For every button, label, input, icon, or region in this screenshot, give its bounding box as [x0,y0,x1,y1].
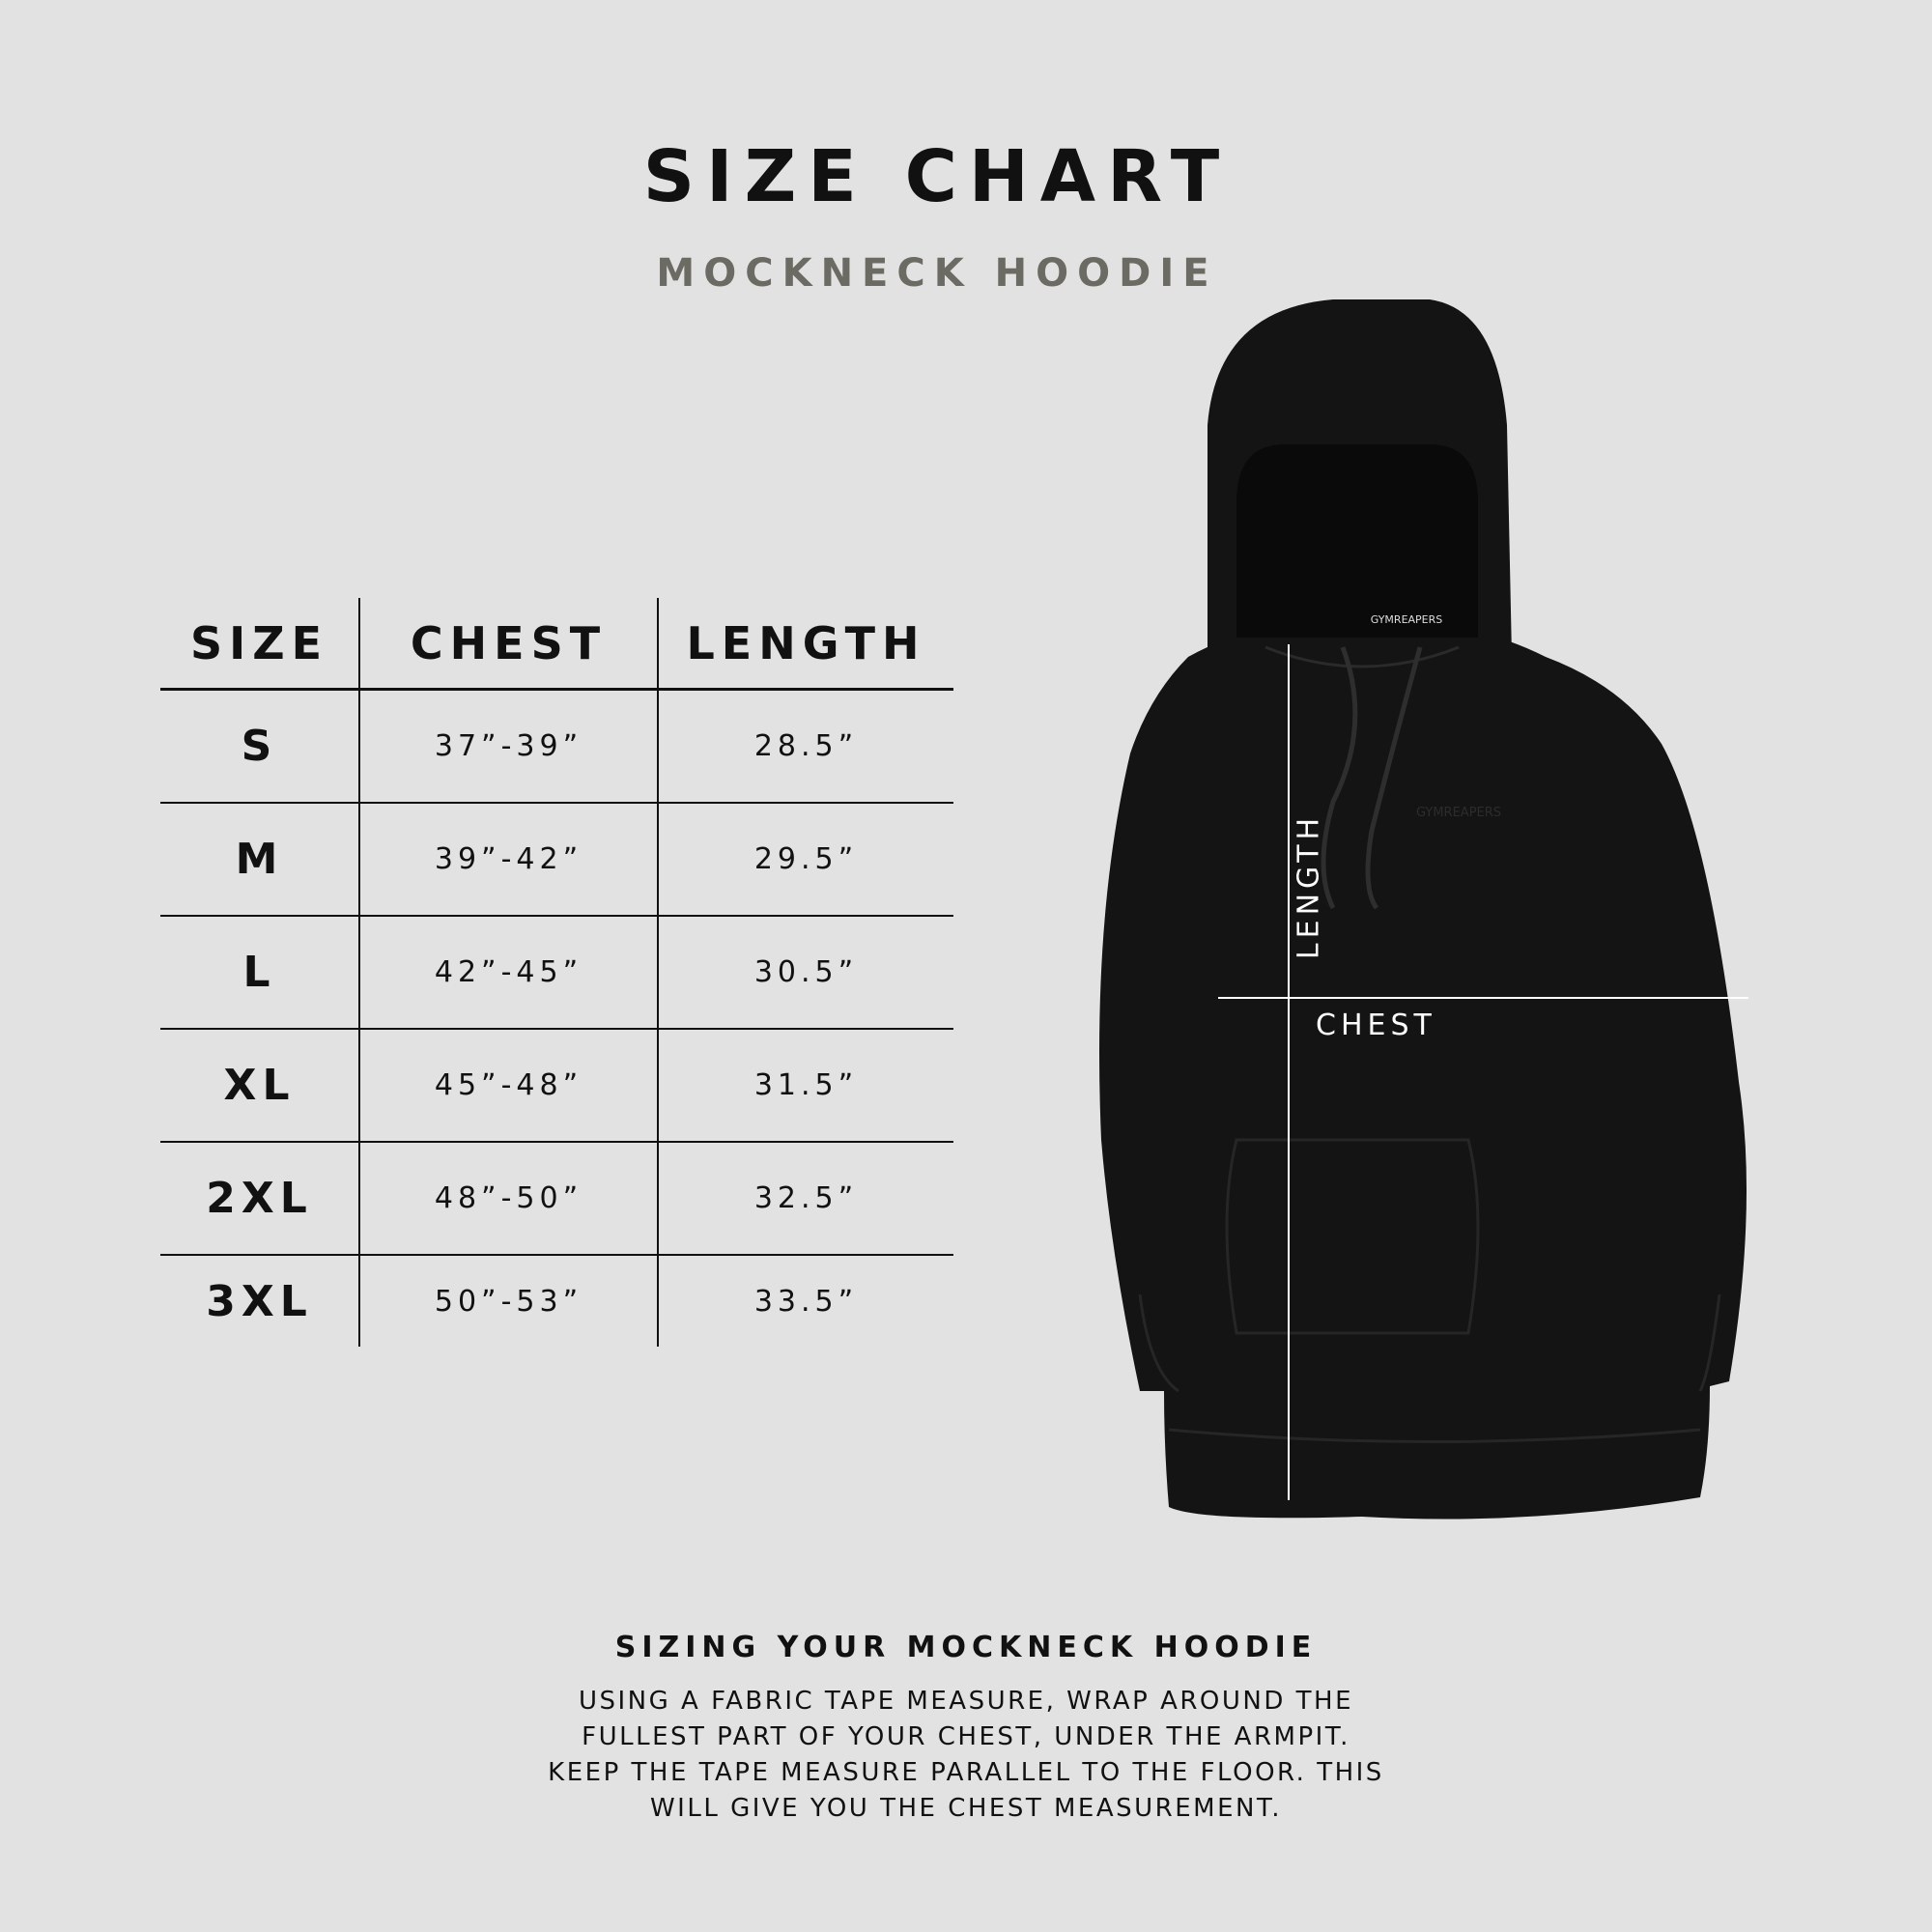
instructions-text: USING A FABRIC TAPE MEASURE, WRAP AROUND… [435,1684,1497,1827]
column-header-chest: CHEST [358,598,658,691]
table-row: XL 45”-48” 31.5” [160,1029,953,1143]
size-cell: S [160,689,359,804]
column-header-size: SIZE [160,598,359,691]
size-cell: M [160,803,359,917]
chest-cell: 50”-53” [358,1255,658,1347]
table-row: L 42”-45” 30.5” [160,916,953,1030]
length-cell: 28.5” [657,689,953,804]
length-cell: 30.5” [657,916,953,1030]
brand-print: GYMREAPERS [1416,806,1501,820]
page-title: SIZE CHART [642,135,1232,218]
length-cell: 29.5” [657,803,953,917]
chest-label: CHEST [1316,1009,1436,1042]
size-cell: XL [160,1029,359,1143]
size-cell: L [160,916,359,1030]
column-header-length: LENGTH [657,598,953,691]
length-label: LENGTH [1292,812,1326,960]
neck-label: GYMREAPERS [1371,613,1443,626]
size-table: SIZE CHEST LENGTH S 37”-39” 28.5” M 39”-42” 2… [160,598,953,1347]
hoodie-image: GYMREAPERS GYMREAPERS [1099,299,1748,1520]
length-cell: 33.5” [657,1255,953,1347]
instructions-line: KEEP THE TAPE MEASURE PARALLEL TO THE FL… [548,1758,1384,1787]
instructions-line: USING A FABRIC TAPE MEASURE, WRAP AROUND… [578,1687,1354,1716]
table-row: 3XL 50”-53” 33.5” [160,1255,953,1347]
instructions-line: WILL GIVE YOU THE CHEST MEASUREMENT. [649,1794,1283,1823]
chest-cell: 42”-45” [358,916,658,1030]
size-cell: 3XL [206,1276,313,1326]
chest-cell: 37”-39” [358,689,658,804]
chest-cell: 48”-50” [358,1142,658,1256]
product-subtitle: MOCKNECK HOODIE [656,251,1218,296]
instructions-line: FULLEST PART OF YOUR CHEST, UNDER THE AR… [582,1722,1350,1751]
chest-cell: 45”-48” [358,1029,658,1143]
length-cell: 31.5” [657,1029,953,1143]
length-cell: 32.5” [657,1142,953,1256]
table-row: M 39”-42” 29.5” [160,803,953,917]
instructions-heading: SIZING YOUR MOCKNECK HOODIE [614,1631,1318,1664]
size-cell: 2XL [160,1142,359,1256]
table-row: S 37”-39” 28.5” [160,689,953,804]
chest-cell: 39”-42” [358,803,658,917]
table-header: SIZE CHEST LENGTH [160,598,953,691]
table-row: 2XL 48”-50” 32.5” [160,1142,953,1256]
